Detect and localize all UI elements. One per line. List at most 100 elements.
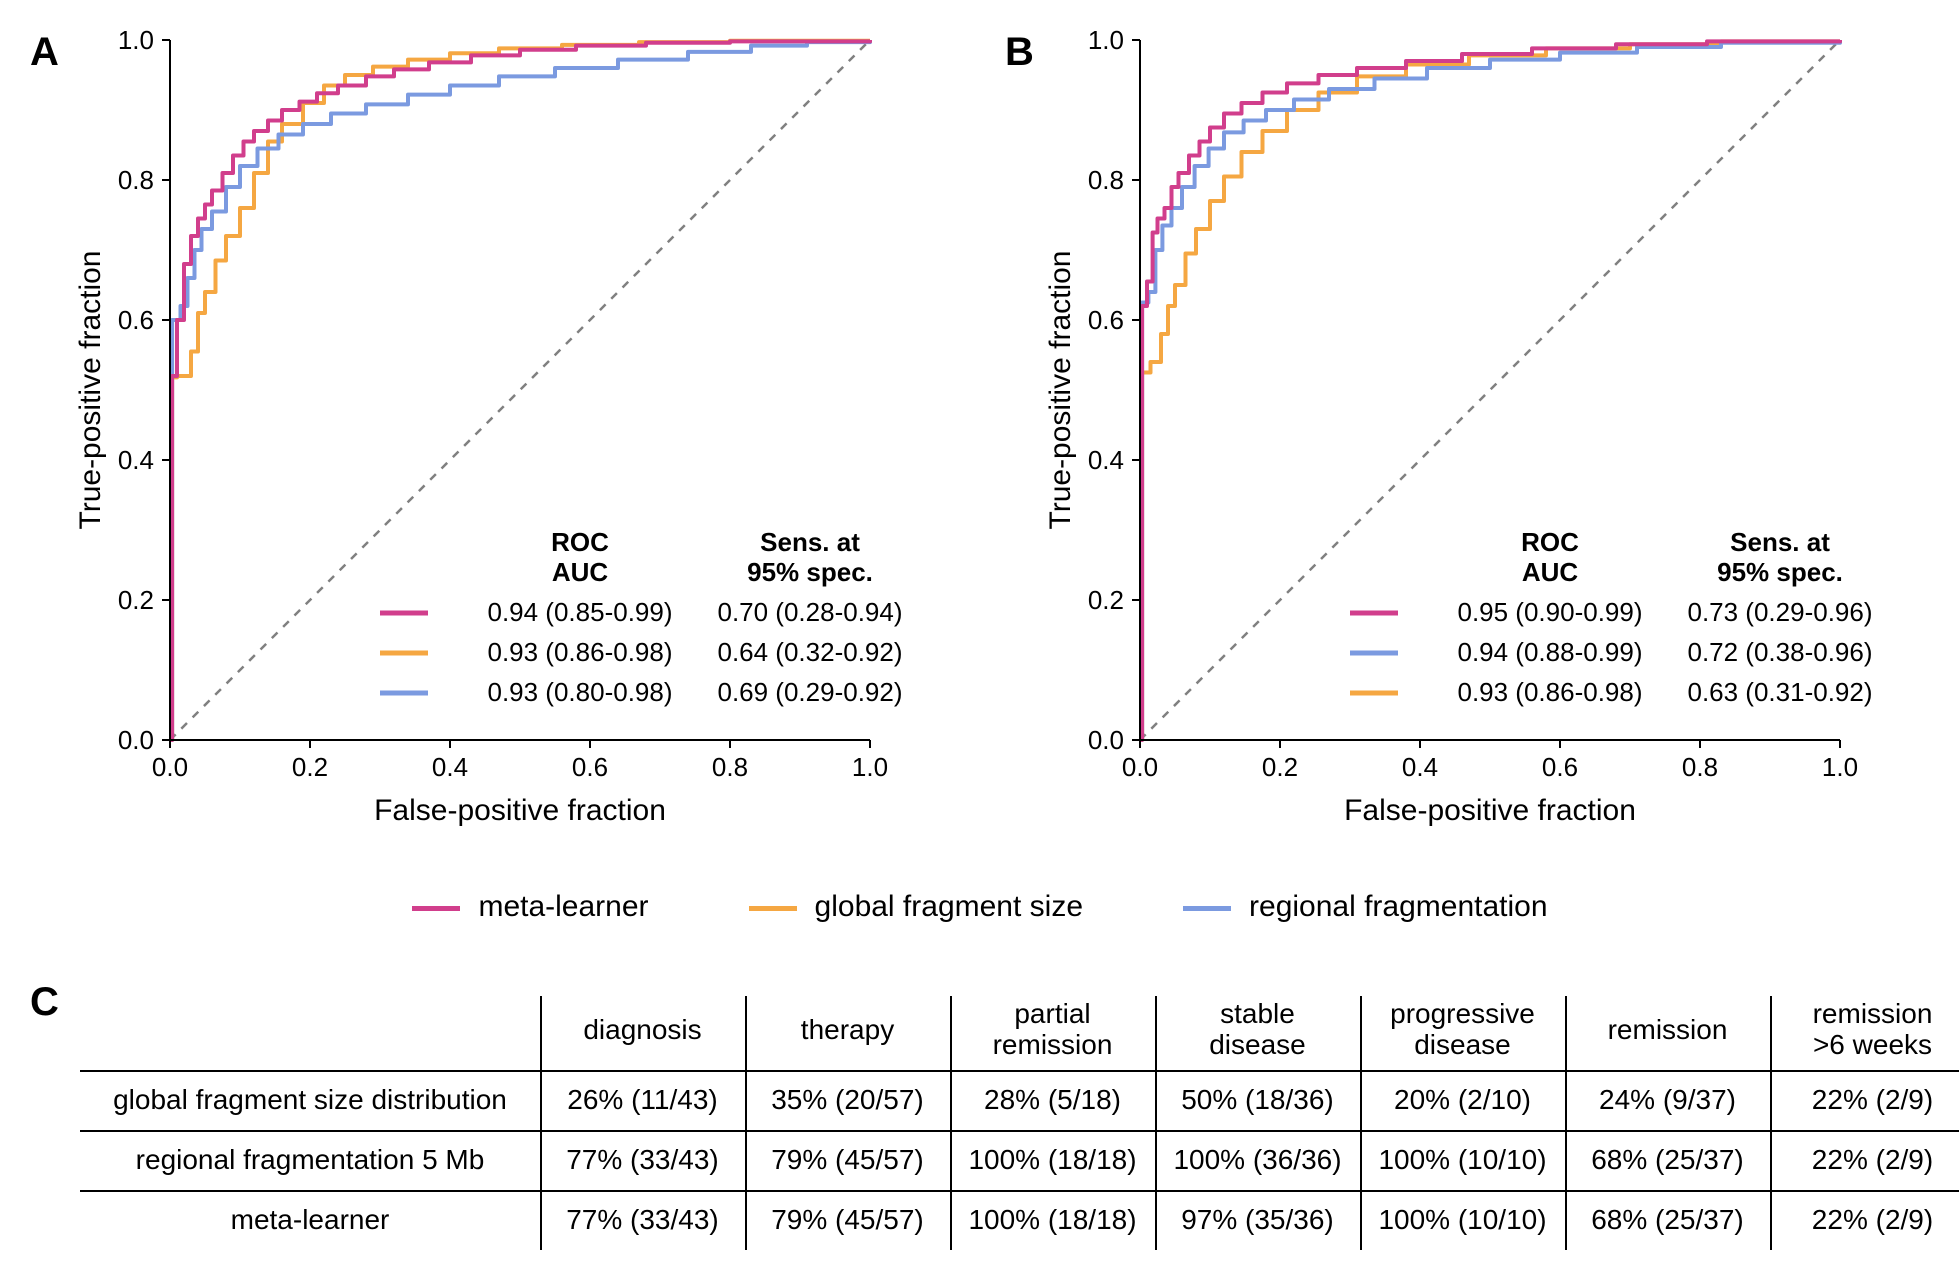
x-tick-label: 0.6: [1542, 752, 1578, 782]
x-tick-label: 0.2: [292, 752, 328, 782]
table-cell: 26% (11/43): [540, 1070, 745, 1130]
table-cell: 22% (2/9): [1770, 1190, 1959, 1250]
x-tick-label: 0.2: [1262, 752, 1298, 782]
legend-auc: 0.93 (0.80-0.98): [487, 677, 672, 707]
y-axis-label: True-positive fraction: [1044, 251, 1077, 530]
y-tick-label: 0.2: [1088, 585, 1124, 615]
table-cell: 68% (25/37): [1565, 1190, 1770, 1250]
x-tick-label: 1.0: [852, 752, 888, 782]
table-cell: 77% (33/43): [540, 1130, 745, 1190]
table-cell: 100% (10/10): [1360, 1190, 1565, 1250]
y-tick-label: 0.6: [118, 305, 154, 335]
table-vline: [540, 996, 542, 1250]
panel-b-label: B: [1005, 30, 1034, 75]
y-tick-label: 1.0: [1088, 25, 1124, 55]
legend-item-label: meta-learner: [478, 890, 648, 923]
table-cell: 100% (10/10): [1360, 1130, 1565, 1190]
legend-header: Sens. at95% spec.: [747, 527, 873, 587]
table-vline: [1360, 996, 1362, 1250]
panel-a-svg: 0.00.00.20.20.40.40.60.60.80.81.01.0Fals…: [70, 20, 970, 850]
panel-c-table: diagnosistherapypartialremissionstabledi…: [80, 990, 1910, 1270]
table-row-header: regional fragmentation 5 Mb: [80, 1130, 540, 1190]
x-tick-label: 0.8: [712, 752, 748, 782]
legend-header: ROCAUC: [551, 527, 609, 587]
panel-a-roc: 0.00.00.20.20.40.40.60.60.80.81.01.0Fals…: [70, 20, 970, 850]
table-col-header: therapy: [745, 990, 950, 1070]
table-cell: 20% (2/10): [1360, 1070, 1565, 1130]
x-tick-label: 1.0: [1822, 752, 1858, 782]
table-col-header: remission: [1565, 990, 1770, 1070]
legend-item-global: global fragment size: [749, 890, 1083, 923]
table-col-header: progressivedisease: [1360, 990, 1565, 1070]
x-tick-label: 0.6: [572, 752, 608, 782]
y-tick-label: 0.2: [118, 585, 154, 615]
legend-item-label: regional fragmentation: [1249, 890, 1548, 923]
y-tick-label: 0.0: [1088, 725, 1124, 755]
table-row-header: global fragment size distribution: [80, 1070, 540, 1130]
table-col-header: diagnosis: [540, 990, 745, 1070]
y-tick-label: 0.6: [1088, 305, 1124, 335]
table-cell: 79% (45/57): [745, 1130, 950, 1190]
x-tick-label: 0.4: [432, 752, 468, 782]
panel-b-svg: 0.00.00.20.20.40.40.60.60.80.81.01.0Fals…: [1040, 20, 1940, 850]
legend-auc: 0.94 (0.88-0.99): [1457, 637, 1642, 667]
table-hline: [80, 1130, 1959, 1132]
legend-sens: 0.73 (0.29-0.96): [1687, 597, 1872, 627]
legend-sens: 0.72 (0.38-0.96): [1687, 637, 1872, 667]
table-cell: 28% (5/18): [950, 1070, 1155, 1130]
table-cell: 97% (35/36): [1155, 1190, 1360, 1250]
legend-auc: 0.93 (0.86-0.98): [1457, 677, 1642, 707]
y-tick-label: 0.8: [1088, 165, 1124, 195]
panel-a-label: A: [30, 30, 59, 75]
y-tick-label: 0.0: [118, 725, 154, 755]
shared-legend: meta-learner global fragment size regional…: [80, 890, 1880, 924]
table-cell: 24% (9/37): [1565, 1070, 1770, 1130]
table-cell: 50% (18/36): [1155, 1070, 1360, 1130]
table-col-header: remission>6 weeks: [1770, 990, 1959, 1070]
table-vline: [1155, 996, 1157, 1250]
table-cell: 77% (33/43): [540, 1190, 745, 1250]
legend-auc: 0.94 (0.85-0.99): [487, 597, 672, 627]
table-cell: 68% (25/37): [1565, 1130, 1770, 1190]
table-vline: [1770, 996, 1772, 1250]
table-hline: [80, 1070, 1959, 1072]
table-cell: 35% (20/57): [745, 1070, 950, 1130]
diagonal-line: [1140, 40, 1840, 740]
y-tick-label: 0.8: [118, 165, 154, 195]
legend-header: ROCAUC: [1521, 527, 1579, 587]
y-tick-label: 0.4: [118, 445, 154, 475]
legend-sens: 0.69 (0.29-0.92): [717, 677, 902, 707]
table-row-header: meta-learner: [80, 1190, 540, 1250]
legend-line-swatch: [412, 906, 460, 911]
table-col-header: partialremission: [950, 990, 1155, 1070]
panel-b-roc: 0.00.00.20.20.40.40.60.60.80.81.01.0Fals…: [1040, 20, 1940, 850]
legend-sens: 0.70 (0.28-0.94): [717, 597, 902, 627]
table-vline: [950, 996, 952, 1250]
table-col-header: stabledisease: [1155, 990, 1360, 1070]
y-tick-label: 0.4: [1088, 445, 1124, 475]
table-hline: [80, 1190, 1959, 1192]
x-tick-label: 0.4: [1402, 752, 1438, 782]
y-axis-label: True-positive fraction: [74, 251, 107, 530]
x-axis-label: False-positive fraction: [374, 794, 666, 827]
legend-header: Sens. at95% spec.: [1717, 527, 1843, 587]
table-cell: 100% (18/18): [950, 1190, 1155, 1250]
x-axis-label: False-positive fraction: [1344, 794, 1636, 827]
legend-item-label: global fragment size: [815, 890, 1083, 923]
table-cell: 22% (2/9): [1770, 1070, 1959, 1130]
x-tick-label: 0.0: [1122, 752, 1158, 782]
diagonal-line: [170, 40, 870, 740]
table-vline: [745, 996, 747, 1250]
legend-item-meta: meta-learner: [412, 890, 648, 923]
legend-item-regional: regional fragmentation: [1183, 890, 1548, 923]
y-tick-label: 1.0: [118, 25, 154, 55]
panel-c-label: C: [30, 980, 59, 1025]
table-vline: [1565, 996, 1567, 1250]
table-cell: 79% (45/57): [745, 1190, 950, 1250]
table-cell: 100% (36/36): [1155, 1130, 1360, 1190]
table-cell: 100% (18/18): [950, 1130, 1155, 1190]
legend-auc: 0.93 (0.86-0.98): [487, 637, 672, 667]
legend-line-swatch: [749, 906, 797, 911]
legend-auc: 0.95 (0.90-0.99): [1457, 597, 1642, 627]
figure-root: A B C 0.00.00.20.20.40.40.60.60.80.81.01…: [0, 0, 1959, 1284]
